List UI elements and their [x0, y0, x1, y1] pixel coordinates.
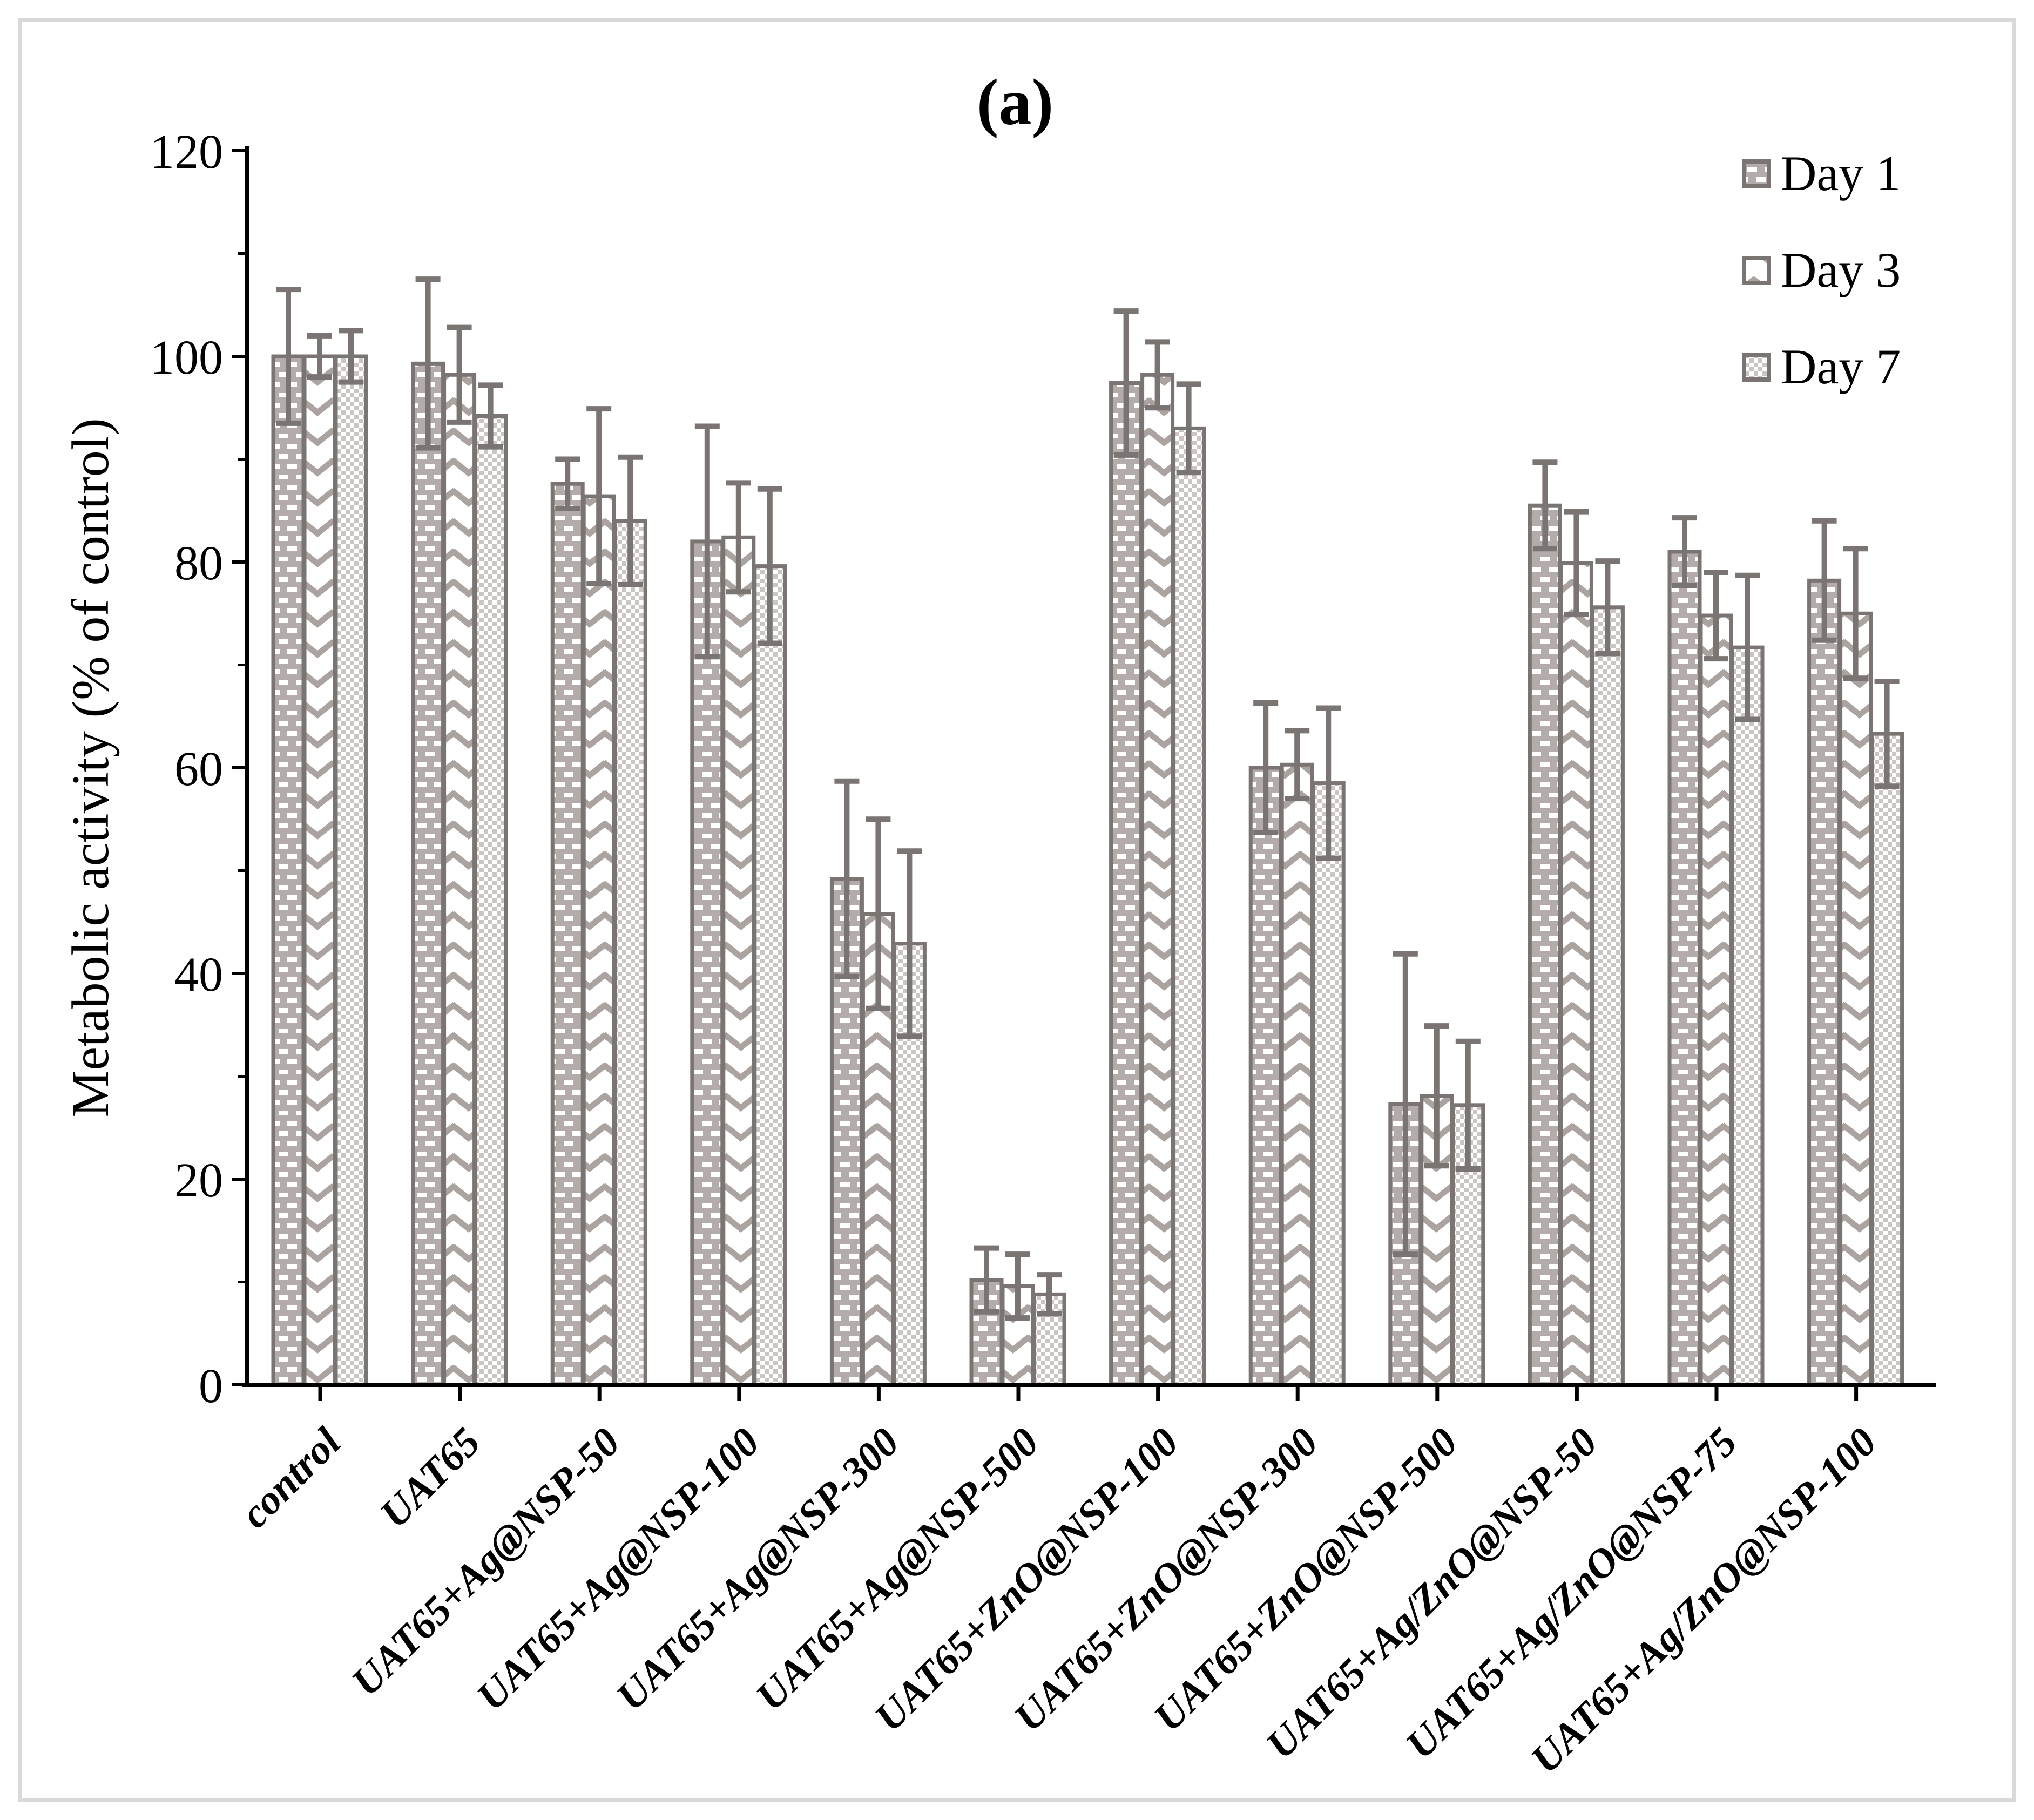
- bar-day1-cat1: [411, 361, 445, 1387]
- y-tick-label: 20: [174, 1154, 223, 1207]
- bar-day3-cat1: [442, 373, 477, 1387]
- bar-day3-cat3: [721, 535, 756, 1387]
- bar-day1-cat0: [271, 354, 306, 1387]
- bar-day1-cat2: [550, 482, 585, 1387]
- y-tick-label: 0: [199, 1359, 223, 1413]
- bar-day7-cat7: [1311, 781, 1346, 1387]
- x-category-label: UAT65+Ag@NSP-500: [747, 1419, 1048, 1720]
- y-axis-title: Metabolic activity (% of control): [62, 418, 120, 1117]
- legend-label-3: Day 7: [1781, 339, 1901, 394]
- legend-swatch-1: [1742, 159, 1771, 188]
- y-tick-label: 40: [174, 948, 223, 1002]
- x-category-label: UAT65+Ag@NSP-50: [343, 1419, 629, 1705]
- legend-label-1: Day 1: [1781, 146, 1901, 201]
- bar-day7-cat3: [753, 564, 787, 1387]
- x-category-label: UAT65+Ag@NSP-100: [468, 1419, 768, 1720]
- bar-day3-cat9: [1559, 561, 1593, 1387]
- bar-day3-cat0: [302, 354, 337, 1387]
- bar-day1-cat3: [690, 539, 725, 1387]
- y-tick-label: 80: [174, 537, 223, 590]
- bar-day1-cat11: [1807, 578, 1842, 1387]
- legend-swatch-3: [1742, 353, 1771, 382]
- bar-day3-cat6: [1140, 373, 1175, 1387]
- bar-day7-cat2: [613, 519, 647, 1387]
- bar-day1-cat7: [1248, 766, 1283, 1387]
- bar-day3-cat11: [1839, 611, 1873, 1387]
- x-category-label: control: [232, 1419, 349, 1537]
- bar-day3-cat2: [582, 494, 616, 1387]
- bar-day7-cat6: [1172, 426, 1206, 1387]
- legend-swatch-2: [1742, 256, 1771, 285]
- bar-day1-cat10: [1667, 550, 1702, 1387]
- y-tick-label: 60: [174, 742, 223, 796]
- x-category-label: UAT65+Ag@NSP-300: [608, 1419, 908, 1720]
- x-category-label: UAT65: [371, 1419, 489, 1537]
- y-tick-label: 120: [150, 125, 223, 179]
- chart-title: (a): [977, 66, 1053, 139]
- bar-day1-cat6: [1109, 381, 1144, 1387]
- legend-label-2: Day 3: [1781, 242, 1901, 297]
- bar-day3-cat7: [1280, 762, 1314, 1387]
- bar-day7-cat1: [474, 414, 508, 1387]
- bar-day1-cat9: [1528, 503, 1562, 1387]
- bar-day7-cat9: [1590, 605, 1625, 1387]
- bar-day3-cat10: [1699, 613, 1733, 1387]
- y-tick-label: 100: [150, 331, 223, 384]
- bar-day7-cat11: [1870, 732, 1904, 1387]
- bar-day7-cat0: [334, 354, 368, 1387]
- bar-day7-cat10: [1730, 645, 1765, 1387]
